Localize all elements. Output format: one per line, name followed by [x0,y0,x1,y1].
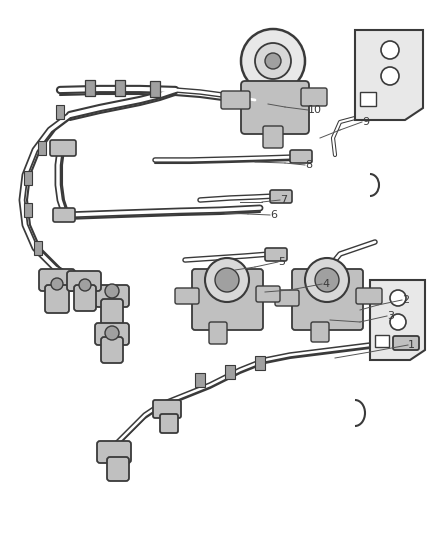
Bar [225,365,235,379]
FancyBboxPatch shape [393,336,419,350]
FancyBboxPatch shape [221,91,250,109]
Text: 9: 9 [362,117,369,127]
FancyBboxPatch shape [50,140,76,156]
Circle shape [381,41,399,59]
Text: 1: 1 [408,340,415,350]
Bar [150,81,160,97]
FancyBboxPatch shape [356,288,382,304]
Text: 4: 4 [322,279,329,289]
FancyBboxPatch shape [101,299,123,325]
FancyBboxPatch shape [192,269,263,330]
FancyBboxPatch shape [256,286,280,302]
Polygon shape [370,280,425,360]
FancyBboxPatch shape [311,322,329,342]
Bar [85,80,95,96]
Text: 5: 5 [278,257,285,267]
Bar [115,80,125,96]
Circle shape [315,268,339,292]
FancyBboxPatch shape [45,285,69,313]
Circle shape [381,67,399,85]
FancyBboxPatch shape [97,441,131,463]
Bar [255,356,265,370]
Circle shape [105,326,119,340]
Text: 6: 6 [270,210,277,220]
Bar [56,105,64,119]
FancyBboxPatch shape [241,81,309,134]
FancyBboxPatch shape [95,323,129,345]
Bar [360,92,376,106]
Circle shape [390,314,406,330]
FancyBboxPatch shape [95,285,129,307]
Circle shape [205,258,249,302]
Circle shape [51,278,63,290]
Circle shape [265,53,281,69]
Circle shape [79,279,91,291]
FancyBboxPatch shape [74,285,96,311]
Bar [375,335,389,347]
Bar [24,203,32,217]
FancyBboxPatch shape [292,269,363,330]
Circle shape [305,258,349,302]
Text: 8: 8 [305,160,312,170]
FancyBboxPatch shape [153,400,181,418]
Bar [195,373,205,387]
Circle shape [241,29,305,93]
FancyBboxPatch shape [275,290,299,306]
FancyBboxPatch shape [265,248,287,261]
FancyBboxPatch shape [263,126,283,148]
FancyBboxPatch shape [270,190,292,203]
Polygon shape [355,30,423,120]
FancyBboxPatch shape [160,414,178,433]
FancyBboxPatch shape [290,150,312,163]
FancyBboxPatch shape [39,269,75,291]
Text: 2: 2 [402,295,409,305]
FancyBboxPatch shape [67,271,101,291]
Circle shape [255,43,291,79]
Circle shape [105,284,119,298]
Bar [24,171,32,185]
FancyBboxPatch shape [209,322,227,344]
Bar [34,241,42,255]
FancyBboxPatch shape [101,337,123,363]
Circle shape [215,268,239,292]
Bar [38,141,46,155]
FancyBboxPatch shape [301,88,327,106]
Text: 7: 7 [280,195,287,205]
FancyBboxPatch shape [107,457,129,481]
Text: 3: 3 [387,311,394,321]
Text: 10: 10 [308,105,322,115]
FancyBboxPatch shape [175,288,199,304]
FancyBboxPatch shape [53,208,75,222]
Circle shape [390,290,406,306]
